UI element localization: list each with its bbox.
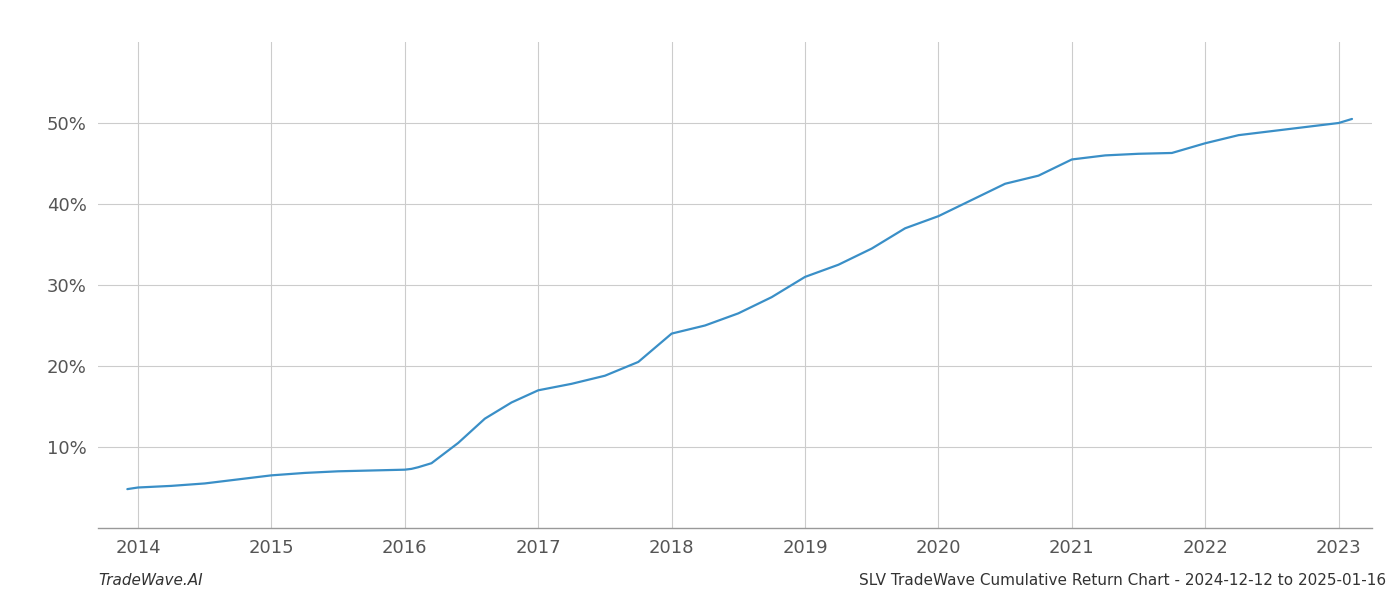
Text: TradeWave.AI: TradeWave.AI (98, 573, 203, 588)
Text: SLV TradeWave Cumulative Return Chart - 2024-12-12 to 2025-01-16: SLV TradeWave Cumulative Return Chart - … (858, 573, 1386, 588)
